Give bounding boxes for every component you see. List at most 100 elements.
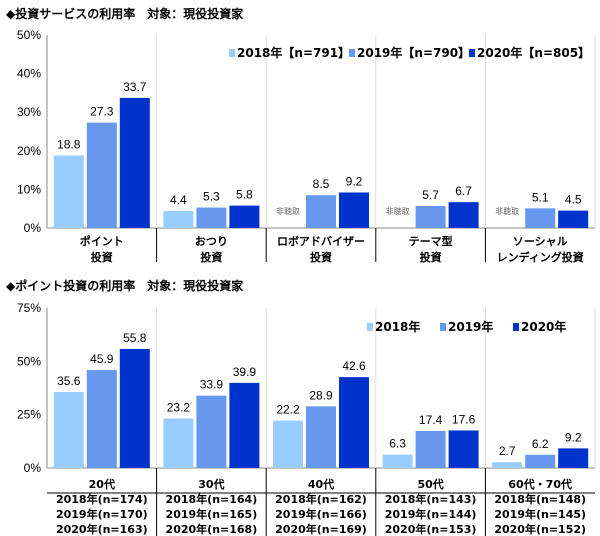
data-label: 17.6 [452, 412, 476, 426]
category-label: おつり [195, 235, 228, 248]
bar [306, 406, 336, 468]
data-label: 5.7 [422, 188, 439, 202]
legend-label: 2018年 [375, 319, 420, 334]
bar [86, 370, 117, 468]
bar [273, 420, 303, 468]
data-label: 22.2 [276, 403, 300, 417]
legend-swatch [469, 49, 475, 57]
category-label: ソーシャル [513, 235, 568, 248]
y-tick-label: 50% [17, 354, 41, 368]
y-tick-label: 0% [24, 461, 42, 475]
category-label: 投資 [200, 250, 222, 264]
legend-label: 2019年 [448, 319, 493, 334]
y-tick-label: 20% [17, 144, 41, 158]
sample-size-label: 2019年(n=165) [166, 507, 258, 521]
chart1: 0% 10% 20% 30% 40% 50% 18.8 27.3 33.7 ポイント投資 4.4 5.… [17, 28, 596, 264]
data-label: 42.6 [342, 359, 366, 373]
data-label: 17.4 [419, 413, 443, 427]
sample-size-label: 2018年(n=143) [385, 492, 477, 506]
data-label: 5.3 [203, 190, 220, 204]
category-label: 50代 [417, 477, 443, 491]
y-tick-label: 75% [17, 301, 41, 315]
data-label: 6.3 [389, 437, 406, 451]
sample-size-label: 2018年(n=148) [494, 492, 586, 506]
legend-swatch [349, 49, 355, 57]
sample-size-label: 2018年(n=162) [275, 492, 367, 506]
data-label: 18.8 [57, 137, 81, 151]
bar [525, 454, 556, 468]
bar [382, 454, 413, 468]
bar [229, 382, 260, 468]
y-tick-label: 50% [17, 28, 41, 42]
sample-size-label: 2020年(n=163) [56, 522, 148, 536]
legend-label: 2020年【n=805】 [477, 45, 590, 60]
data-label: 6.7 [455, 184, 472, 198]
bar [196, 207, 227, 228]
bar [448, 202, 479, 228]
sample-size-label: 2020年(n=168) [166, 522, 258, 536]
category-label: ポイント [80, 234, 124, 248]
legend-swatch [367, 323, 373, 331]
legend-label: 2020年 [521, 319, 566, 334]
data-label: 45.9 [90, 352, 114, 366]
bar [163, 418, 194, 468]
category-label: 投資 [310, 250, 332, 264]
legend-swatch [440, 323, 446, 331]
y-tick-label: 25% [17, 408, 41, 422]
data-label: 39.9 [233, 365, 257, 379]
y-tick-label: 30% [17, 105, 41, 119]
not-surveyed-label: 非聴取 [386, 206, 410, 216]
data-label: 5.1 [532, 190, 549, 204]
bar [119, 97, 150, 228]
bar [306, 195, 336, 228]
category-label: ロボアドバイザー [277, 234, 365, 248]
bar [86, 122, 117, 228]
bar [492, 462, 523, 468]
sample-size-label: 2019年(n=144) [385, 507, 477, 521]
not-surveyed-label: 非聴取 [276, 206, 300, 216]
data-label: 9.2 [346, 174, 363, 188]
data-label: 5.8 [236, 188, 253, 202]
data-label: 4.5 [565, 193, 582, 207]
bar [558, 210, 589, 228]
bar [53, 392, 84, 468]
sample-size-label: 2020年(n=153) [385, 522, 477, 536]
bar [229, 205, 260, 228]
data-label: 23.2 [167, 401, 191, 415]
bar [558, 448, 589, 468]
legend-label: 2019年【n=790】 [357, 45, 470, 60]
data-label: 6.2 [532, 437, 549, 451]
bar [339, 377, 369, 468]
category-label: 60代・70代 [508, 477, 572, 491]
data-label: 9.2 [565, 430, 582, 444]
bar [53, 155, 84, 228]
sample-size-label: 2019年(n=166) [275, 507, 367, 521]
data-label: 27.3 [90, 105, 114, 119]
category-label: 40代 [308, 477, 334, 491]
data-label: 2.7 [499, 444, 516, 458]
sample-size-label: 2020年(n=169) [275, 522, 367, 536]
data-label: 8.5 [313, 177, 330, 191]
bar [119, 348, 150, 468]
data-label: 28.9 [309, 388, 333, 402]
legend-label: 2018年【n=791】 [237, 45, 350, 60]
chart2-title: ◆ポイント投資の利用率 対象：現役投資家 [6, 278, 244, 293]
category-label: 20代 [89, 477, 115, 491]
category-label: 30代 [198, 477, 224, 491]
data-label: 33.7 [123, 80, 147, 94]
legend-swatch [229, 49, 235, 57]
data-label: 33.9 [200, 378, 224, 392]
bar [196, 395, 227, 468]
category-label: テーマ型 [409, 234, 453, 248]
bar [448, 430, 479, 468]
data-label: 35.6 [57, 374, 81, 388]
legend-swatch [513, 323, 519, 331]
y-tick-label: 0% [24, 221, 42, 235]
data-label: 55.8 [123, 331, 147, 345]
y-tick-label: 40% [17, 67, 41, 81]
bar [415, 205, 446, 228]
y-tick-label: 10% [17, 182, 41, 196]
sample-size-label: 2018年(n=164) [166, 492, 258, 506]
chart2: 0%25%50%75%35.645.955.820代2018年(n=174)20… [17, 301, 596, 536]
